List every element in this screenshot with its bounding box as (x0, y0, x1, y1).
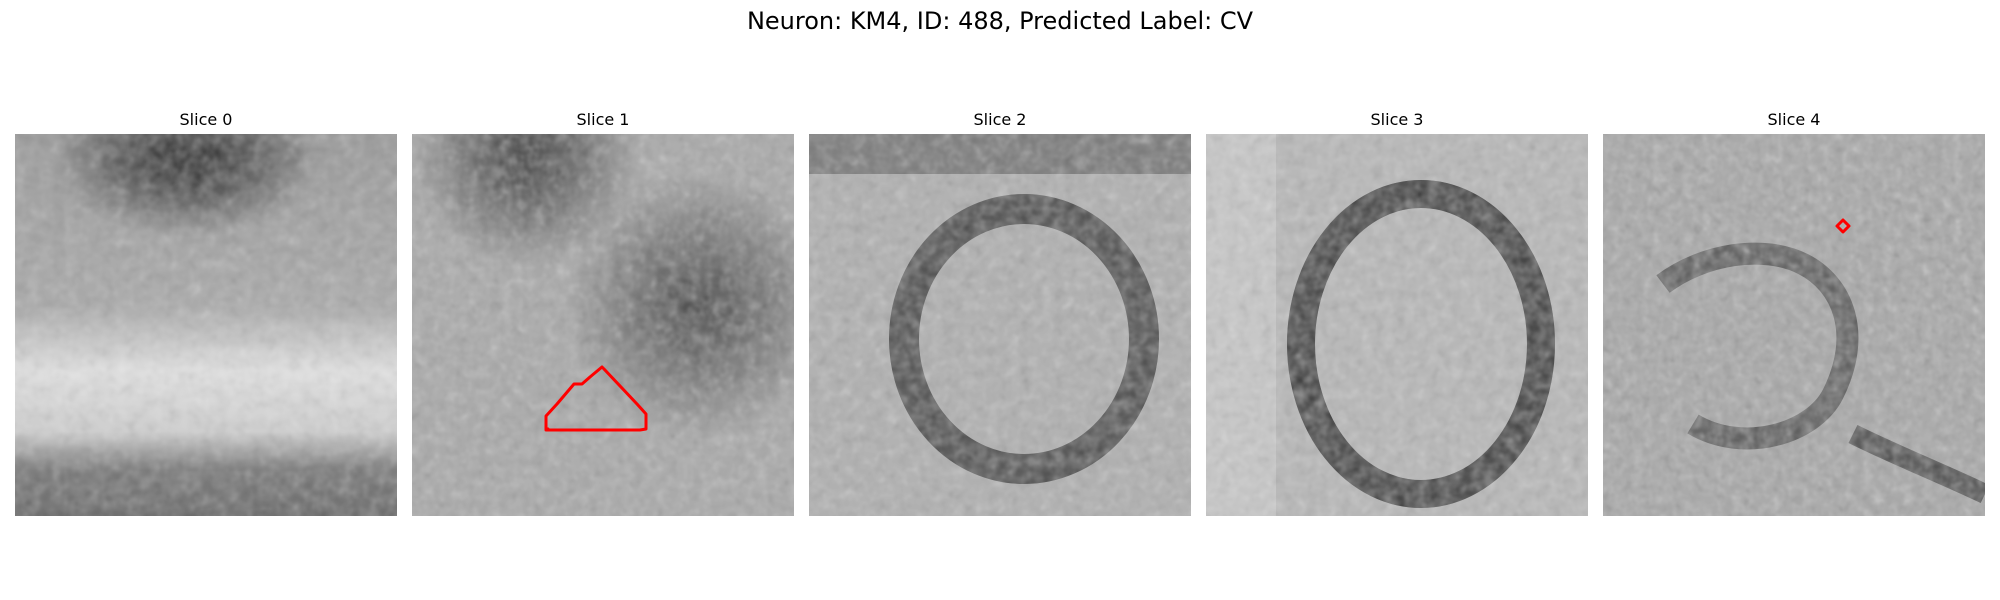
slice-title-3: Slice 3 (1370, 110, 1424, 129)
contour-marker (1835, 218, 1851, 234)
slice-image-0 (15, 134, 397, 516)
slice-title-0: Slice 0 (179, 110, 233, 129)
slice-image-4 (1603, 134, 1985, 516)
slice-image-2 (809, 134, 1191, 516)
slice-image-1 (412, 134, 794, 516)
slice-image-3 (1206, 134, 1588, 516)
slice-title-4: Slice 4 (1767, 110, 1821, 129)
figure-title: Neuron: KM4, ID: 488, Predicted Label: C… (746, 7, 1254, 35)
slice-title-2: Slice 2 (973, 110, 1027, 129)
slice-title-1: Slice 1 (576, 110, 630, 129)
contour-outline (544, 365, 648, 432)
